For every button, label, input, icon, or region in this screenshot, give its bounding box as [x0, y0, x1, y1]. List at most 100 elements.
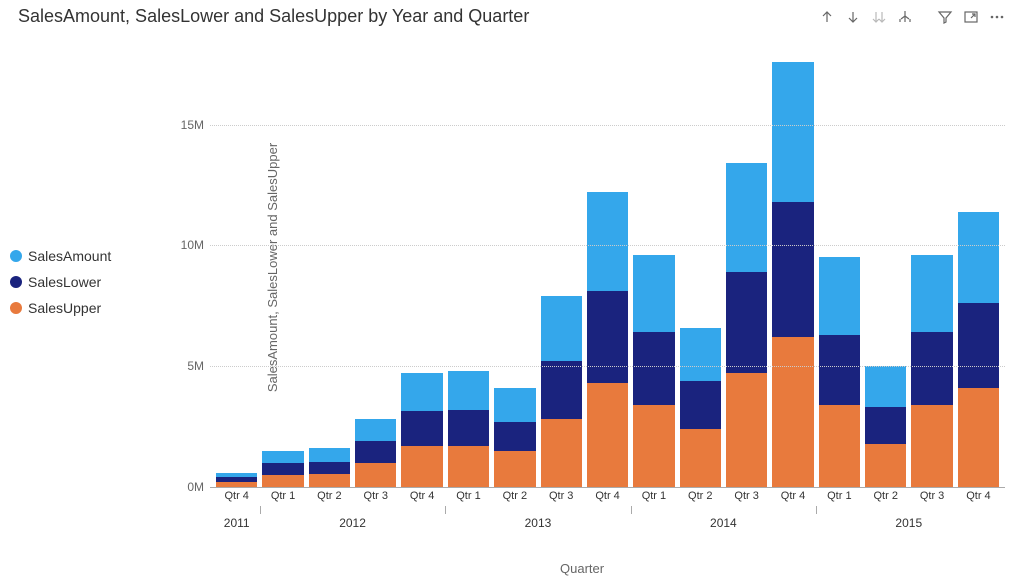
y-tick-label: 10M	[181, 238, 204, 252]
legend: SalesAmount SalesLower SalesUpper	[10, 248, 111, 316]
grid-line	[210, 366, 1005, 367]
bar-segment-salesamount	[911, 255, 952, 332]
bar[interactable]	[216, 473, 257, 487]
quarter-label: Qtr 4	[401, 490, 442, 502]
bar-segment-saleslower	[355, 441, 396, 463]
quarter-label: Qtr 4	[958, 490, 999, 502]
legend-item-saleslower[interactable]: SalesLower	[10, 274, 111, 290]
focus-mode-icon[interactable]	[962, 8, 980, 26]
bar[interactable]	[401, 373, 442, 487]
bar-segment-salesupper	[494, 451, 535, 487]
bar-segment-salesupper	[958, 388, 999, 487]
toolbar	[818, 8, 1006, 26]
legend-label: SalesLower	[28, 274, 101, 290]
bar-segment-saleslower	[958, 303, 999, 388]
bar[interactable]	[911, 255, 952, 487]
plot-area: 0M5M10M15M	[210, 52, 1005, 487]
quarter-label: Qtr 1	[819, 490, 860, 502]
bar[interactable]	[587, 192, 628, 487]
axis-baseline	[210, 487, 1005, 488]
drill-double-down-icon[interactable]	[870, 8, 888, 26]
quarter-label: Qtr 4	[216, 490, 257, 502]
legend-swatch	[10, 302, 22, 314]
bar[interactable]	[309, 448, 350, 487]
year-ticks	[210, 506, 1005, 514]
bar-segment-salesupper	[633, 405, 674, 487]
quarter-labels: Qtr 4 Qtr 1 Qtr 2 Qtr 3 Qtr 4 Qtr 1 Qtr 2 Qtr 3…	[210, 490, 1005, 502]
x-axis-label: Quarter	[560, 561, 604, 576]
year-tick	[816, 506, 817, 514]
bars-group	[210, 52, 1005, 487]
year-label: 2014	[710, 516, 737, 530]
bar[interactable]	[448, 371, 489, 487]
bar-segment-salesamount	[958, 212, 999, 304]
year-label: 2015	[895, 516, 922, 530]
bar[interactable]	[865, 366, 906, 487]
year-tick	[260, 506, 261, 514]
bar-segment-salesamount	[401, 373, 442, 410]
bar[interactable]	[958, 212, 999, 487]
bar-segment-salesamount	[448, 371, 489, 410]
hierarchy-expand-icon[interactable]	[896, 8, 914, 26]
bar-segment-saleslower	[633, 332, 674, 405]
bar-segment-salesamount	[309, 448, 350, 461]
bar[interactable]	[680, 328, 721, 487]
legend-label: SalesUpper	[28, 300, 101, 316]
quarter-label: Qtr 1	[262, 490, 303, 502]
bar-segment-salesupper	[309, 474, 350, 487]
bar-segment-salesupper	[448, 446, 489, 487]
bar-segment-salesupper	[401, 446, 442, 487]
legend-swatch	[10, 276, 22, 288]
drill-down-icon[interactable]	[844, 8, 862, 26]
bar[interactable]	[262, 451, 303, 487]
legend-item-salesupper[interactable]: SalesUpper	[10, 300, 111, 316]
bar-segment-salesamount	[633, 255, 674, 332]
year-label: 2013	[525, 516, 552, 530]
legend-label: SalesAmount	[28, 248, 111, 264]
bar-segment-salesamount	[819, 257, 860, 334]
quarter-label: Qtr 3	[541, 490, 582, 502]
quarter-label: Qtr 1	[448, 490, 489, 502]
year-tick	[631, 506, 632, 514]
bar-segment-saleslower	[680, 381, 721, 429]
quarter-label: Qtr 3	[355, 490, 396, 502]
year-label: 2011	[224, 516, 250, 530]
quarter-label: Qtr 2	[865, 490, 906, 502]
bar-segment-salesupper	[865, 444, 906, 488]
year-label: 2012	[339, 516, 366, 530]
bar[interactable]	[494, 388, 535, 487]
bar-segment-saleslower	[911, 332, 952, 405]
bar-segment-salesupper	[772, 337, 813, 487]
bar-segment-saleslower	[448, 410, 489, 446]
grid-line	[210, 125, 1005, 126]
bar-segment-saleslower	[865, 407, 906, 443]
bar[interactable]	[355, 419, 396, 487]
more-options-icon[interactable]	[988, 8, 1006, 26]
bar[interactable]	[819, 257, 860, 487]
year-tick	[445, 506, 446, 514]
chart-container: SalesAmount, SalesLower and SalesUpper b…	[0, 0, 1024, 586]
bar-segment-saleslower	[772, 202, 813, 337]
quarter-label: Qtr 3	[726, 490, 767, 502]
quarter-label: Qtr 4	[587, 490, 628, 502]
bar[interactable]	[726, 163, 767, 487]
y-tick-label: 0M	[187, 480, 204, 494]
legend-item-salesamount[interactable]: SalesAmount	[10, 248, 111, 264]
bar-segment-salesamount	[772, 62, 813, 202]
bar-segment-salesamount	[587, 192, 628, 291]
bar-segment-salesamount	[680, 328, 721, 381]
quarter-label: Qtr 3	[911, 490, 952, 502]
y-tick-label: 5M	[187, 359, 204, 373]
bar-segment-saleslower	[541, 361, 582, 419]
bar-segment-saleslower	[401, 411, 442, 446]
bar-segment-saleslower	[262, 463, 303, 475]
bar[interactable]	[633, 255, 674, 487]
bar-segment-saleslower	[309, 462, 350, 474]
y-tick-label: 15M	[181, 118, 204, 132]
drill-up-icon[interactable]	[818, 8, 836, 26]
quarter-label: Qtr 2	[494, 490, 535, 502]
year-labels: 2011 2012 2013 2014 2015	[210, 516, 1005, 534]
bar-segment-salesupper	[726, 373, 767, 487]
filter-icon[interactable]	[936, 8, 954, 26]
bar[interactable]	[541, 296, 582, 487]
